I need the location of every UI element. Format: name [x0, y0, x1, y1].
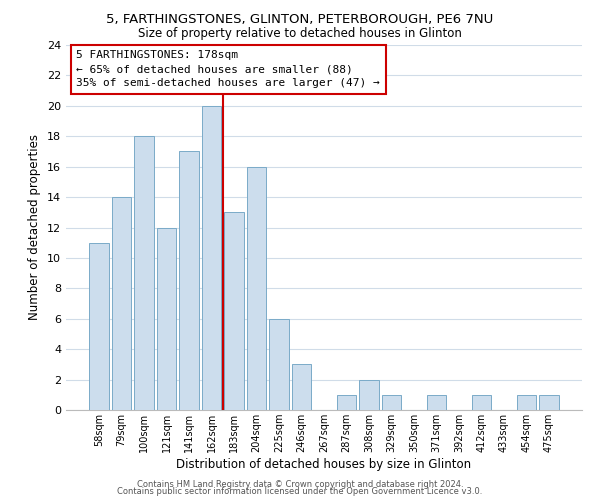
Y-axis label: Number of detached properties: Number of detached properties — [28, 134, 41, 320]
Bar — [472, 395, 491, 410]
X-axis label: Distribution of detached houses by size in Glinton: Distribution of detached houses by size … — [176, 458, 472, 471]
Bar — [247, 166, 266, 410]
Bar — [517, 395, 536, 410]
Text: Contains public sector information licensed under the Open Government Licence v3: Contains public sector information licen… — [118, 488, 482, 496]
Bar — [202, 106, 221, 410]
Text: 5, FARTHINGSTONES, GLINTON, PETERBOROUGH, PE6 7NU: 5, FARTHINGSTONES, GLINTON, PETERBOROUGH… — [106, 12, 494, 26]
Text: Contains HM Land Registry data © Crown copyright and database right 2024.: Contains HM Land Registry data © Crown c… — [137, 480, 463, 489]
Bar — [427, 395, 446, 410]
Bar — [539, 395, 559, 410]
Text: 5 FARTHINGSTONES: 178sqm
← 65% of detached houses are smaller (88)
35% of semi-d: 5 FARTHINGSTONES: 178sqm ← 65% of detach… — [76, 50, 380, 88]
Bar — [89, 242, 109, 410]
Bar — [382, 395, 401, 410]
Bar — [337, 395, 356, 410]
Bar — [224, 212, 244, 410]
Text: Size of property relative to detached houses in Glinton: Size of property relative to detached ho… — [138, 28, 462, 40]
Bar — [179, 152, 199, 410]
Bar — [134, 136, 154, 410]
Bar — [112, 197, 131, 410]
Bar — [157, 228, 176, 410]
Bar — [269, 319, 289, 410]
Bar — [359, 380, 379, 410]
Bar — [292, 364, 311, 410]
